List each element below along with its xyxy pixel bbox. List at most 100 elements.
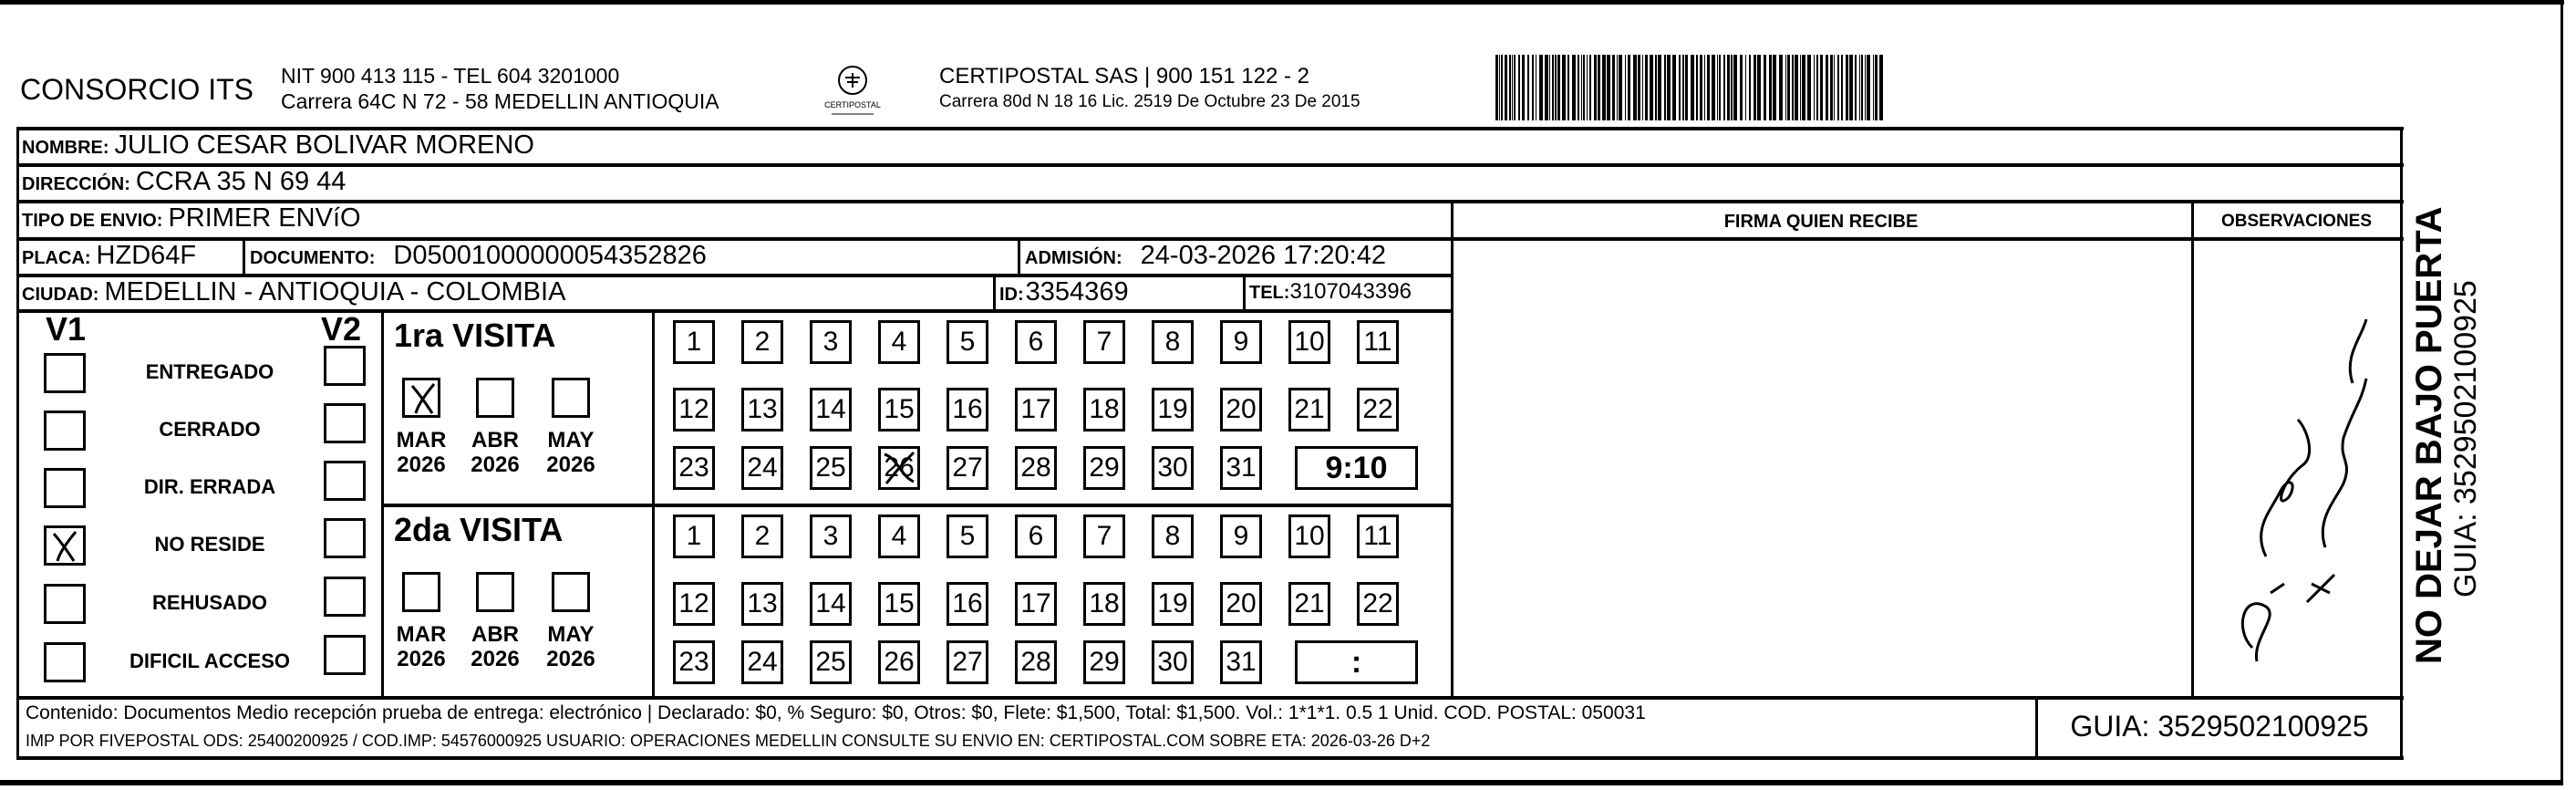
v1-checkbox[interactable] [44, 411, 86, 451]
day-box[interactable]: 7 [1083, 515, 1125, 558]
day-box[interactable]: 14 [810, 582, 852, 626]
month-label: ABR 2026 [471, 622, 520, 671]
side-guia-number: GUIA: 3529502100925 [2448, 280, 2483, 598]
barcode-bar [1679, 55, 1681, 120]
no-dejar-bajo-puerta-warning: NO DEJAR BAJO PUERTA [2409, 206, 2449, 664]
barcode-bar [1717, 55, 1718, 120]
day-box[interactable]: 25 [810, 640, 852, 684]
visit-time-field[interactable]: : [1295, 640, 1418, 684]
day-box[interactable]: 28 [1015, 446, 1057, 490]
day-box[interactable]: 17 [1015, 388, 1057, 431]
day-box[interactable]: 11 [1357, 515, 1399, 558]
day-box[interactable]: 29 [1083, 446, 1125, 490]
day-box[interactable]: 23 [673, 640, 715, 684]
day-box[interactable]: 14 [810, 388, 852, 431]
month-checkbox[interactable] [552, 378, 590, 418]
day-box[interactable]: 18 [1083, 388, 1125, 431]
day-box[interactable]: 11 [1357, 320, 1399, 364]
day-box[interactable]: 6 [1015, 515, 1057, 558]
id-field: ID: 3354369 [999, 277, 1129, 307]
month-checkbox[interactable] [476, 572, 514, 612]
month-label: ABR 2026 [471, 428, 520, 477]
day-box[interactable]: 22 [1357, 388, 1399, 431]
barcode-bar [1757, 55, 1761, 120]
month-checkbox[interactable] [552, 572, 590, 612]
day-box[interactable]: 23 [673, 446, 715, 490]
table-line [1018, 237, 1020, 275]
v2-checkbox[interactable] [324, 635, 366, 675]
day-box[interactable]: 26 [878, 640, 920, 684]
day-box[interactable]: 5 [947, 320, 988, 364]
month-checkbox[interactable] [402, 378, 440, 418]
day-box[interactable]: 4 [878, 320, 920, 364]
day-box[interactable]: 28 [1015, 640, 1057, 684]
day-box[interactable]: 13 [741, 388, 783, 431]
day-box[interactable]: 27 [947, 640, 988, 684]
day-box[interactable]: 3 [810, 320, 852, 364]
day-box[interactable]: 3 [810, 515, 852, 558]
barcode-bar [1865, 55, 1866, 120]
v2-checkbox[interactable] [324, 403, 366, 443]
day-box[interactable]: 21 [1288, 388, 1330, 431]
day-box[interactable]: 1 [673, 320, 715, 364]
day-box[interactable]: 27 [947, 446, 988, 490]
day-box[interactable]: 19 [1152, 582, 1194, 626]
day-box[interactable]: 25 [810, 446, 852, 490]
day-box[interactable]: 31 [1220, 446, 1262, 490]
day-box[interactable]: 9 [1220, 515, 1262, 558]
barcode-bar [1685, 55, 1688, 120]
day-box[interactable]: 20 [1220, 388, 1262, 431]
day-box[interactable]: 16 [947, 582, 988, 626]
day-box[interactable]: 29 [1083, 640, 1125, 684]
day-box[interactable]: 4 [878, 515, 920, 558]
day-box[interactable]: 2 [741, 515, 783, 558]
day-box[interactable]: 15 [878, 388, 920, 431]
v2-checkbox[interactable] [324, 577, 366, 617]
v2-checkbox[interactable] [324, 461, 366, 501]
day-box[interactable]: 12 [673, 582, 715, 626]
day-box[interactable]: 24 [741, 446, 783, 490]
day-box[interactable]: 6 [1015, 320, 1057, 364]
day-box[interactable]: 22 [1357, 582, 1399, 626]
day-box[interactable]: 1 [673, 515, 715, 558]
day-box[interactable]: 13 [741, 582, 783, 626]
month-checkbox[interactable] [476, 378, 514, 418]
day-box[interactable]: 18 [1083, 582, 1125, 626]
v1-checkbox[interactable] [44, 642, 86, 682]
day-box[interactable]: 19 [1152, 388, 1194, 431]
table-line [993, 274, 996, 312]
day-box[interactable]: 2 [741, 320, 783, 364]
day-box[interactable]: 31 [1220, 640, 1262, 684]
v1-checkbox[interactable] [44, 468, 86, 508]
month-checkbox[interactable] [402, 572, 440, 612]
day-box[interactable]: 8 [1152, 320, 1194, 364]
day-box[interactable]: 7 [1083, 320, 1125, 364]
day-box[interactable]: 30 [1152, 640, 1194, 684]
day-box[interactable]: 30 [1152, 446, 1194, 490]
v2-checkbox[interactable] [324, 346, 366, 386]
v1-checkbox[interactable] [44, 525, 86, 566]
day-box[interactable]: 17 [1015, 582, 1057, 626]
day-box[interactable]: 26 [878, 446, 920, 490]
v2-checkbox[interactable] [324, 518, 366, 558]
day-box[interactable]: 15 [878, 582, 920, 626]
day-box[interactable]: 12 [673, 388, 715, 431]
tipo-envio-label: TIPO DE ENVIO: [22, 211, 163, 231]
barcode-bar [1691, 55, 1694, 120]
v1-checkbox[interactable] [44, 353, 86, 393]
barcode-bar [1598, 55, 1600, 120]
day-box[interactable]: 20 [1220, 582, 1262, 626]
table-line [2191, 200, 2194, 698]
day-box[interactable]: 8 [1152, 515, 1194, 558]
day-box[interactable]: 5 [947, 515, 988, 558]
day-box[interactable]: 10 [1288, 320, 1330, 364]
day-box[interactable]: 9 [1220, 320, 1262, 364]
day-box[interactable]: 16 [947, 388, 988, 431]
visit-time-field[interactable]: 9:10 [1295, 446, 1418, 490]
day-box[interactable]: 24 [741, 640, 783, 684]
day-box[interactable]: 10 [1288, 515, 1330, 558]
v1-checkbox[interactable] [44, 584, 86, 624]
barcode-bar [1846, 55, 1848, 120]
admision-label: ADMISIÓN: [1025, 248, 1122, 268]
day-box[interactable]: 21 [1288, 582, 1330, 626]
